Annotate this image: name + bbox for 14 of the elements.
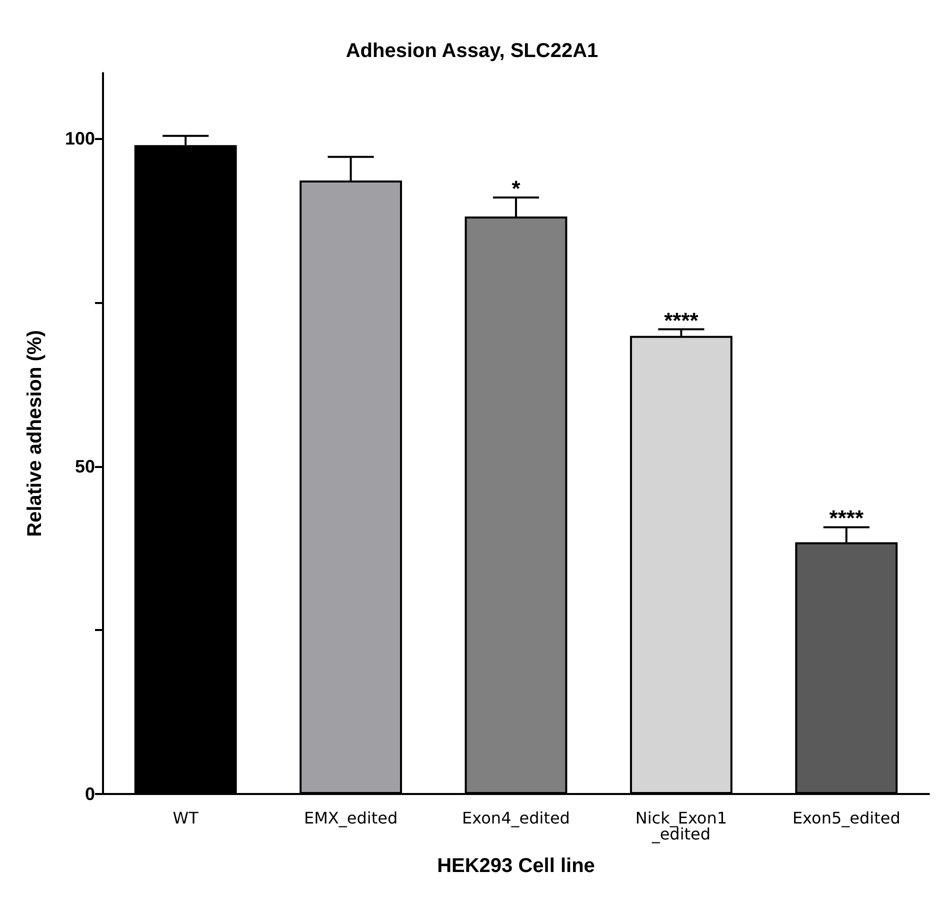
y-axis-title: Relative adhesion (%) [24, 330, 46, 537]
chart-title: Adhesion Assay, SLC22A1 [346, 40, 598, 62]
annotation: **** [664, 308, 699, 333]
x-tick-label: WT [172, 808, 199, 828]
annotation: * [512, 176, 521, 202]
x-tick-label: EMX_edited [304, 808, 398, 828]
annotation: **** [829, 506, 864, 531]
y-tick-label: 50 [74, 456, 95, 476]
x-tick-label: Nick_Exon1_edited [635, 808, 728, 844]
x-tick-label: Exon5_edited [792, 808, 900, 828]
x-axis-title: HEK293 Cell line [437, 855, 595, 877]
x-tick-label: Exon4_edited [462, 808, 570, 828]
y-tick-label: 100 [64, 128, 95, 149]
y-tick-label: 0 [84, 784, 95, 804]
